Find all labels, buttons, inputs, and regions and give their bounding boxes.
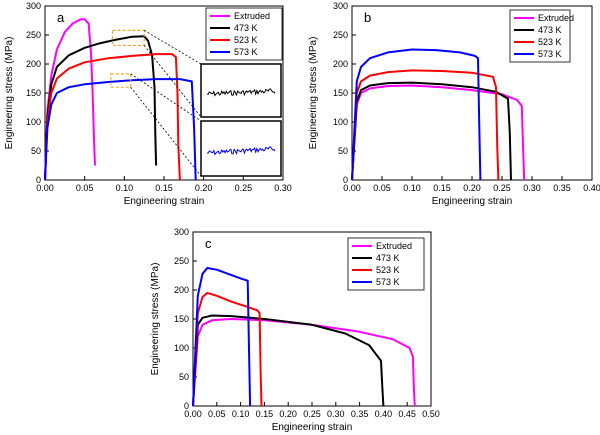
x-axis-label: Engineering strain [432, 196, 513, 207]
x-tick-label: 0.10 [232, 409, 250, 419]
y-tick-label: 300 [333, 1, 348, 11]
series-line-extruded [44, 18, 96, 181]
series-line-473-k [44, 35, 158, 181]
y-tick-label: 0 [343, 175, 348, 185]
y-tick-label: 100 [333, 117, 348, 127]
x-tick-label: 0.50 [422, 409, 440, 419]
inset-trace [206, 146, 276, 156]
series-line-573-k [44, 78, 197, 181]
y-axis-label: Engineering stress (MPa) [150, 263, 161, 376]
y-tick-label: 150 [333, 88, 348, 98]
x-tick-label: 0.05 [373, 183, 391, 193]
series-line-523-k [44, 53, 181, 181]
x-tick-label: 0.10 [403, 183, 421, 193]
legend-label: 523 K [538, 37, 562, 47]
legend-label: 473 K [234, 23, 258, 33]
y-tick-label: 200 [26, 59, 41, 69]
x-tick-label: 0.25 [235, 183, 253, 193]
legend-label: Extruded [376, 241, 412, 251]
y-axis-label: Engineering stress (MPa) [308, 37, 319, 150]
y-tick-label: 50 [31, 146, 41, 156]
y-tick-label: 250 [26, 30, 41, 40]
y-tick-label: 50 [338, 146, 348, 156]
x-tick-label: 0.25 [493, 183, 511, 193]
x-tick-label: 0.20 [463, 183, 481, 193]
y-tick-label: 300 [174, 227, 189, 237]
series-line-523-k [192, 291, 263, 407]
x-tick-label: 0.00 [36, 183, 54, 193]
series-line-473-k [351, 81, 512, 181]
series-line-523-k [351, 69, 500, 181]
legend-label: 573 K [234, 47, 258, 57]
chart-panel-b: 0.00 0.05 0.10 0.15 0.20 0.25 0.30 0.35 0.40 0 50 1… [308, 1, 600, 207]
y-tick-label: 150 [174, 314, 189, 324]
y-tick-label: 0 [36, 175, 41, 185]
inset-473k [200, 63, 282, 118]
chart-panel-a: 0.00 0.05 0.10 0.15 0.20 0.25 0.30 0 50 100 150 200… [4, 1, 292, 207]
x-tick-label: 0.40 [375, 409, 393, 419]
inset-trace [206, 88, 276, 97]
y-tick-label: 50 [179, 372, 189, 382]
legend-label: Extruded [538, 13, 574, 23]
legend-label: 573 K [376, 277, 400, 287]
x-tick-label: 0.00 [184, 409, 202, 419]
series-line-573-k [351, 48, 482, 181]
x-tick-label: 0.00 [343, 183, 361, 193]
x-tick-label: 0.10 [116, 183, 134, 193]
x-tick-label: 0.25 [303, 409, 321, 419]
zoom-connector [143, 30, 202, 65]
x-tick-label: 0.15 [256, 409, 274, 419]
x-tick-label: 0.45 [398, 409, 416, 419]
x-axis-label: Engineering strain [124, 196, 205, 207]
x-tick-label: 0.30 [327, 409, 345, 419]
panel-letter: c [205, 236, 212, 251]
y-tick-label: 150 [26, 88, 41, 98]
series-line-473-k [192, 314, 385, 407]
legend-label: 573 K [538, 49, 562, 59]
x-tick-label: 0.35 [351, 409, 369, 419]
zoom-box [110, 73, 132, 88]
zoom-box [111, 29, 145, 47]
x-tick-label: 0.20 [195, 183, 213, 193]
legend-label: 473 K [538, 25, 562, 35]
legend-label: Extruded [234, 11, 270, 21]
y-tick-label: 200 [174, 285, 189, 295]
x-tick-label: 0.30 [523, 183, 541, 193]
y-tick-label: 200 [333, 59, 348, 69]
legend-label: 473 K [376, 253, 400, 263]
zoom-connector [130, 86, 202, 177]
x-tick-label: 0.15 [155, 183, 173, 193]
y-tick-label: 250 [333, 30, 348, 40]
chart-panel-c: 0.00 0.05 0.10 0.15 0.20 0.25 0.30 0.35 0.40 0.45… [150, 227, 440, 433]
legend-label: 523 K [376, 265, 400, 275]
x-tick-label: 0.30 [274, 183, 292, 193]
y-tick-label: 100 [174, 343, 189, 353]
x-axis-label: Engineering strain [272, 422, 353, 433]
y-axis-label: Engineering stress (MPa) [4, 37, 15, 150]
x-tick-label: 0.40 [583, 183, 600, 193]
series-line-573-k [192, 267, 252, 407]
panel-letter: b [364, 10, 371, 25]
panel-letter: a [57, 10, 65, 25]
zoom-connector [143, 45, 202, 118]
y-tick-label: 0 [184, 401, 189, 411]
x-tick-label: 0.05 [76, 183, 94, 193]
y-tick-label: 250 [174, 256, 189, 266]
x-tick-label: 0.20 [279, 409, 297, 419]
y-tick-label: 300 [26, 1, 41, 11]
legend-label: 523 K [234, 35, 258, 45]
x-tick-label: 0.35 [553, 183, 571, 193]
x-tick-label: 0.05 [208, 409, 226, 419]
x-tick-label: 0.15 [433, 183, 451, 193]
y-tick-label: 100 [26, 117, 41, 127]
